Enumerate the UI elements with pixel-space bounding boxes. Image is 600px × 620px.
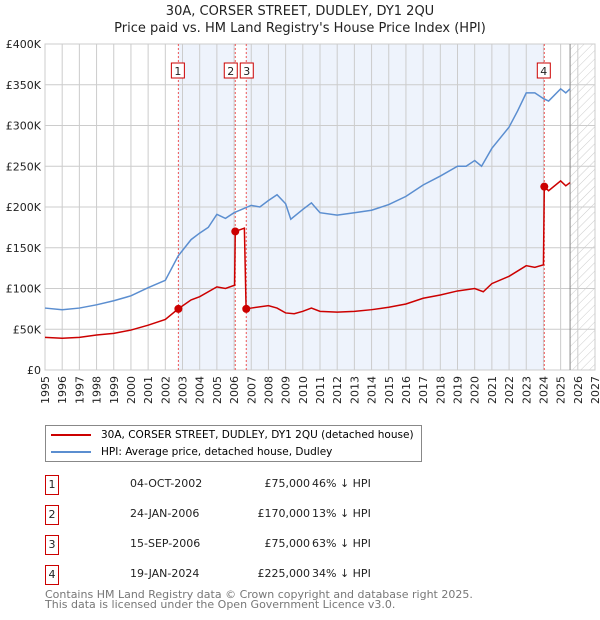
legend-blue-line — [51, 451, 91, 453]
x-tick-label: 2001 — [142, 376, 155, 404]
sale-label: 4 — [540, 65, 547, 78]
y-tick-label: £150K — [6, 242, 42, 255]
x-tick-label: 1997 — [73, 376, 86, 404]
x-tick-label: 2025 — [555, 376, 568, 404]
x-tick-label: 2021 — [486, 376, 499, 404]
x-tick-label: 2026 — [572, 376, 585, 404]
sale-label-box — [239, 62, 254, 79]
y-tick-label: £300K — [6, 120, 42, 133]
x-tick-label: 2024 — [537, 376, 550, 404]
y-tick-label: £350K — [6, 79, 42, 92]
x-tick-label: 2014 — [366, 376, 379, 404]
y-tick-label: £200K — [6, 201, 42, 214]
sale-number: 3 — [45, 535, 59, 555]
legend-label-property: 30A, CORSER STREET, DUDLEY, DY1 2QU (det… — [101, 429, 414, 441]
sale-row: 2 24-JAN-2006 £170,000 13% ↓ HPI — [45, 505, 465, 525]
sale-label: 2 — [227, 65, 234, 78]
x-tick-label: 2011 — [314, 376, 327, 404]
y-tick-label: £50K — [13, 323, 42, 336]
sale-date: 04-OCT-2002 — [130, 477, 203, 490]
legend-red-line — [51, 434, 91, 436]
sale-point — [174, 304, 183, 313]
sale-price: £225,000 — [257, 567, 311, 580]
x-tick-label: 2015 — [383, 376, 396, 404]
x-tick-label: 2012 — [331, 376, 344, 404]
y-tick-label: £0 — [27, 364, 41, 377]
sale-hpi-diff: 63% ↓ HPI — [312, 537, 371, 550]
sale-number: 2 — [45, 505, 59, 525]
sale-point — [231, 227, 240, 236]
sale-date: 15-SEP-2006 — [130, 537, 201, 550]
x-tick-label: 1998 — [91, 376, 104, 404]
sale-label-box — [170, 62, 185, 79]
x-tick-label: 2023 — [520, 376, 533, 404]
y-tick-label: £400K — [6, 38, 42, 51]
x-tick-label: 2004 — [194, 376, 207, 404]
sale-number: 4 — [45, 565, 59, 585]
sale-hpi-diff: 46% ↓ HPI — [312, 477, 371, 490]
x-tick-label: 2008 — [262, 376, 275, 404]
sale-label: 1 — [174, 65, 181, 78]
sale-row: 3 15-SEP-2006 £75,000 63% ↓ HPI — [45, 535, 465, 555]
plot-border — [44, 43, 596, 371]
footer-licence: This data is licensed under the Open Gov… — [45, 598, 396, 611]
property-price-line — [44, 179, 571, 339]
sale-price: £75,000 — [264, 537, 311, 550]
sale-number: 1 — [45, 475, 59, 495]
x-tick-label: 2002 — [159, 376, 172, 404]
chart-title: 30A, CORSER STREET, DUDLEY, DY1 2QU — [165, 4, 435, 19]
x-tick-label: 2003 — [177, 376, 190, 404]
x-tick-label: 2027 — [589, 376, 600, 404]
sale-price: £75,000 — [264, 477, 311, 490]
x-tick-label: 1999 — [108, 376, 121, 404]
x-tick-label: 2007 — [245, 376, 258, 404]
x-tick-label: 2020 — [469, 376, 482, 404]
sale-row: 4 19-JAN-2024 £225,000 34% ↓ HPI — [45, 565, 465, 585]
sale-price: £170,000 — [257, 507, 311, 520]
sale-label: 3 — [243, 65, 250, 78]
price-chart: 1995 1996 1997 1998 1999 2000 2001 2002 2003 2004… — [6, 38, 600, 404]
footer-copyright: Contains HM Land Registry data © Crown c… — [45, 588, 473, 601]
x-tick-label: 1996 — [56, 376, 69, 404]
x-tick-label: 2018 — [434, 376, 447, 404]
sale-point — [540, 182, 549, 191]
footer: Contains HM Land Registry data © Crown c… — [45, 588, 473, 611]
x-tick-label: 2010 — [297, 376, 310, 404]
sale-label-box — [536, 62, 551, 79]
sale-label-box — [223, 62, 238, 79]
sale-point — [242, 304, 251, 313]
x-tick-label: 2022 — [503, 376, 516, 404]
x-tick-label: 2000 — [125, 376, 138, 404]
x-tick-label: 2009 — [280, 376, 293, 404]
sale-date: 24-JAN-2006 — [130, 507, 200, 520]
hpi-line — [44, 87, 571, 311]
chart-subtitle: Price paid vs. HM Land Registry's House … — [114, 21, 486, 36]
y-tick-label: £250K — [6, 160, 42, 173]
sale-hpi-diff: 13% ↓ HPI — [312, 507, 371, 520]
x-tick-label: 2013 — [348, 376, 361, 404]
x-tick-label: 2019 — [452, 376, 465, 404]
legend-label-hpi: HPI: Average price, detached house, Dudl… — [101, 446, 333, 458]
sale-date: 19-JAN-2024 — [130, 567, 200, 580]
x-tick-label: 2006 — [228, 376, 241, 404]
x-tick-label: 2017 — [417, 376, 430, 404]
y-tick-label: £100K — [6, 283, 42, 296]
x-tick-label: 2005 — [211, 376, 224, 404]
sale-hpi-diff: 34% ↓ HPI — [312, 567, 371, 580]
x-tick-label: 1995 — [39, 376, 52, 404]
x-tick-label: 2016 — [400, 376, 413, 404]
sale-row: 1 04-OCT-2002 £75,000 46% ↓ HPI — [45, 475, 465, 495]
legend: 30A, CORSER STREET, DUDLEY, DY1 2QU (det… — [45, 425, 422, 462]
